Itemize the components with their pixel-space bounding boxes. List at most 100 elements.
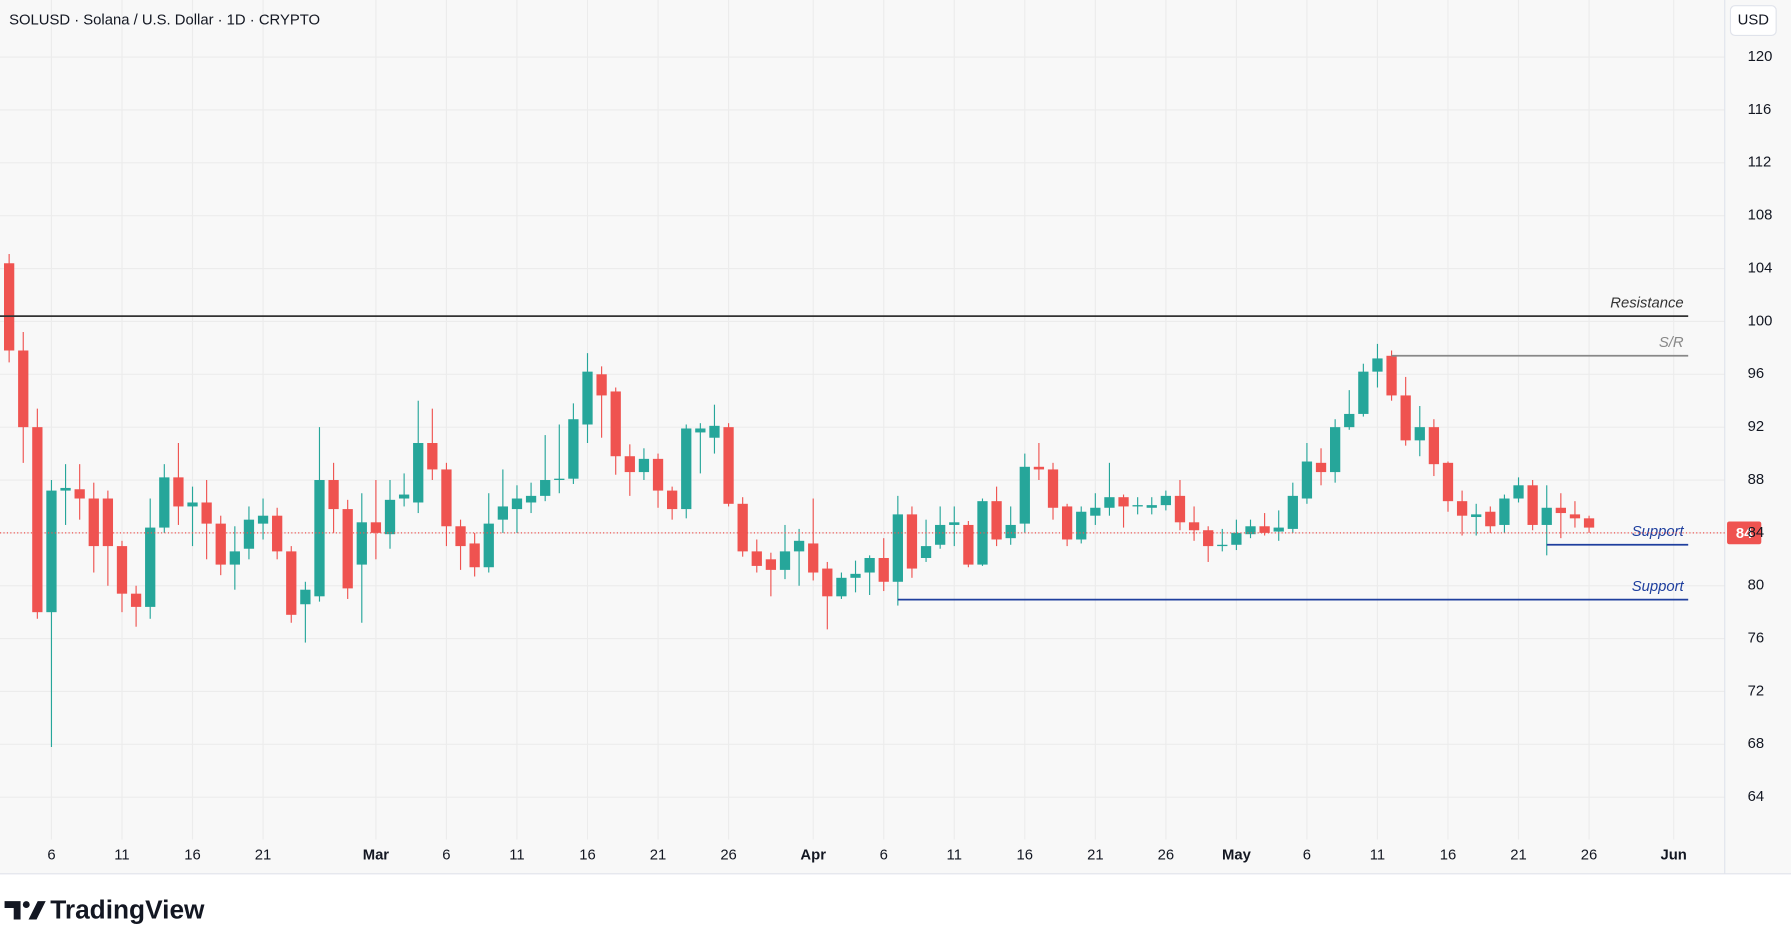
candle-body bbox=[1231, 532, 1242, 545]
candle-body bbox=[1090, 507, 1101, 516]
candle-body bbox=[328, 480, 339, 510]
x-tick-label: 21 bbox=[255, 847, 272, 863]
candle-body bbox=[1414, 427, 1425, 441]
x-tick-label: Jun bbox=[1661, 847, 1687, 863]
candle-body bbox=[159, 477, 170, 528]
candle-body bbox=[427, 443, 438, 470]
candle-body bbox=[1273, 527, 1284, 532]
brand-icon bbox=[4, 901, 46, 920]
level-label: Support bbox=[1632, 579, 1685, 595]
x-tick-label: 6 bbox=[442, 847, 450, 863]
candle-body bbox=[342, 509, 353, 589]
y-tick-label: 112 bbox=[1748, 155, 1772, 171]
x-tick-label: 11 bbox=[114, 847, 129, 863]
x-tick-label: 11 bbox=[1370, 847, 1385, 863]
candle-body bbox=[695, 428, 706, 433]
currency-button-label[interactable]: USD bbox=[1738, 12, 1769, 28]
y-tick-label: 76 bbox=[1748, 631, 1765, 647]
candle-body bbox=[779, 551, 791, 570]
y-tick-label: 68 bbox=[1748, 736, 1765, 752]
last-price-label: 84 bbox=[1736, 526, 1753, 542]
candle-body bbox=[1541, 507, 1552, 525]
candle-body bbox=[384, 499, 396, 535]
candle-body bbox=[554, 478, 565, 481]
y-tick-label: 120 bbox=[1748, 49, 1773, 65]
y-tick-label: 116 bbox=[1748, 102, 1772, 118]
y-tick-label: 84 bbox=[1748, 525, 1765, 541]
candle-body bbox=[1005, 524, 1016, 539]
grid bbox=[0, 0, 1725, 840]
candle-body bbox=[88, 498, 99, 547]
candle-body bbox=[1315, 462, 1327, 473]
candle-body bbox=[1033, 466, 1045, 470]
brand-icon-dot bbox=[22, 901, 30, 909]
candle-body bbox=[1485, 511, 1496, 527]
candle-body bbox=[201, 502, 212, 524]
x-tick-label: Apr bbox=[800, 847, 826, 863]
candle-body bbox=[173, 477, 184, 507]
candle-body bbox=[1499, 498, 1510, 525]
candle-body bbox=[46, 490, 57, 613]
candle-body bbox=[878, 557, 889, 582]
candle-body bbox=[1400, 395, 1411, 441]
currency-button[interactable] bbox=[1729, 5, 1777, 36]
y-tick-label: 64 bbox=[1748, 789, 1765, 805]
candle-body bbox=[511, 498, 523, 510]
candle-body bbox=[977, 501, 988, 565]
candle-body bbox=[1146, 505, 1157, 508]
chart-background bbox=[0, 0, 1791, 874]
candle-body bbox=[272, 515, 283, 552]
candle-body bbox=[892, 514, 903, 582]
candle-body bbox=[949, 522, 960, 525]
candle-body bbox=[624, 456, 635, 473]
candle-body bbox=[314, 480, 325, 597]
candle-body bbox=[1456, 501, 1468, 516]
x-tick-label: 6 bbox=[1303, 847, 1311, 863]
candle-body bbox=[1160, 495, 1172, 506]
x-tick-label: 21 bbox=[1510, 847, 1527, 863]
candle-body bbox=[582, 371, 593, 425]
candle-body bbox=[497, 506, 509, 520]
candle-body bbox=[60, 487, 71, 491]
x-tick-label: 26 bbox=[1158, 847, 1175, 863]
candle-body bbox=[1358, 371, 1369, 414]
candle-body bbox=[1076, 511, 1087, 540]
x-tick-label: 16 bbox=[184, 847, 201, 863]
candle-body bbox=[1132, 505, 1143, 507]
candle-body bbox=[370, 522, 382, 533]
candle-body bbox=[709, 425, 720, 438]
candle-body bbox=[836, 577, 847, 597]
candle-body bbox=[1344, 413, 1355, 428]
brand-name: TradingView bbox=[50, 894, 205, 924]
candle-body bbox=[102, 498, 114, 547]
candle-body bbox=[116, 546, 128, 594]
candle-body bbox=[1428, 427, 1440, 465]
candle-body bbox=[18, 350, 29, 428]
brand-logo: TradingView bbox=[4, 894, 205, 924]
candle-body bbox=[610, 391, 621, 457]
candle-body bbox=[822, 568, 833, 597]
candle-body bbox=[963, 524, 974, 565]
y-tick-label: 88 bbox=[1748, 472, 1765, 488]
candle-body bbox=[300, 589, 311, 605]
candle-body bbox=[1569, 514, 1581, 519]
candle-body bbox=[906, 514, 918, 569]
x-tick-label: 21 bbox=[1087, 847, 1104, 863]
candle-body bbox=[723, 427, 734, 504]
candle-body bbox=[1174, 495, 1186, 523]
candle-body bbox=[808, 543, 819, 573]
level-label: Resistance bbox=[1610, 295, 1683, 311]
candles: Resistance S/R Support Support 84 bbox=[0, 254, 1762, 747]
y-tick-label: 80 bbox=[1748, 578, 1765, 594]
candle-body bbox=[652, 458, 664, 491]
candle-body bbox=[638, 458, 650, 473]
x-tick-label: 16 bbox=[1440, 847, 1457, 863]
candle-body bbox=[751, 551, 762, 566]
candle-body bbox=[469, 543, 480, 568]
level-label: S/R bbox=[1659, 335, 1684, 351]
candle-body bbox=[1047, 469, 1059, 508]
candle-body bbox=[229, 551, 240, 565]
candle-body bbox=[483, 523, 494, 568]
candle-body bbox=[74, 489, 85, 499]
candle-body bbox=[935, 524, 946, 545]
